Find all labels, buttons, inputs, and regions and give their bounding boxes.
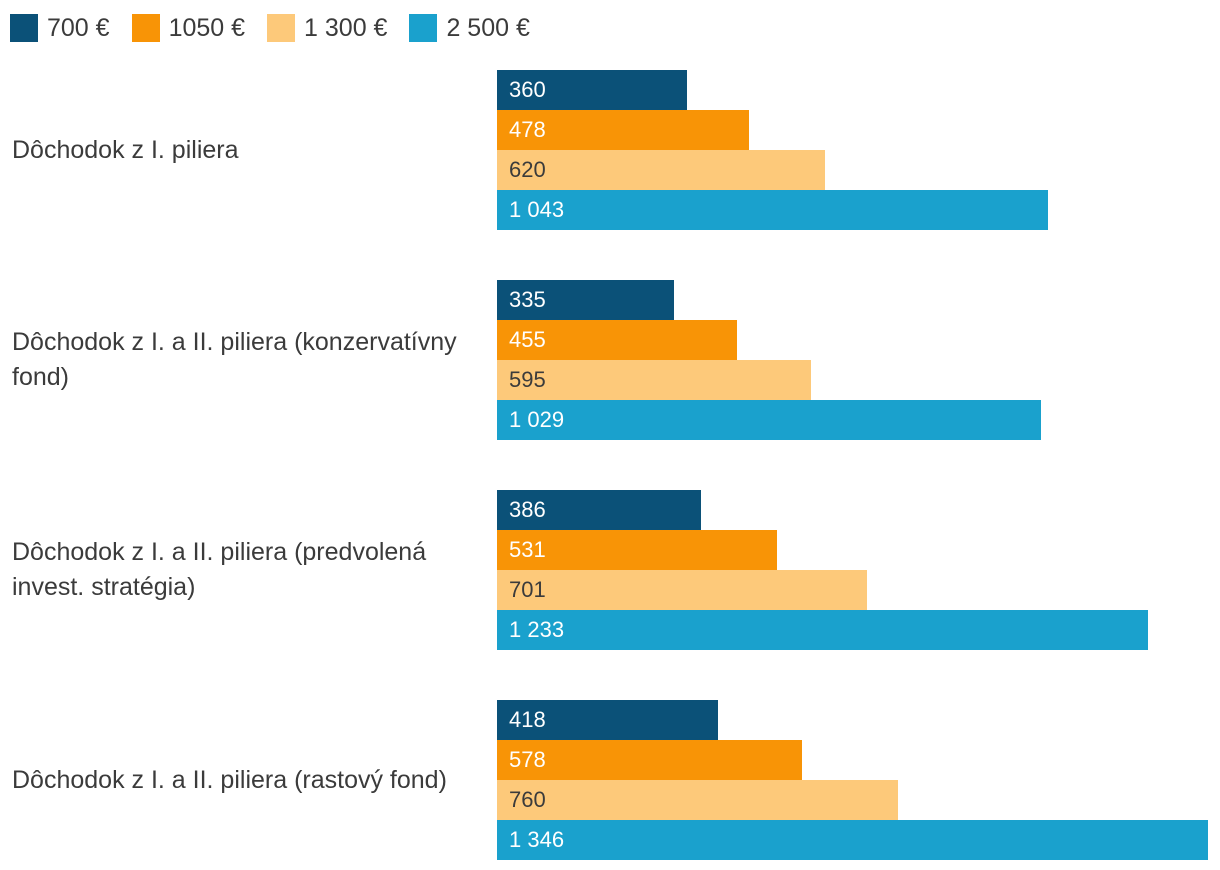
bar: 1 346	[497, 820, 1208, 860]
bar: 335	[497, 280, 674, 320]
bar: 1 043	[497, 190, 1048, 230]
bar-value-label: 531	[509, 537, 546, 562]
legend-swatch-icon	[409, 14, 438, 42]
bar-value-label: 455	[509, 327, 546, 352]
legend-item-1050: 1050 €	[131, 13, 246, 43]
bar: 595	[497, 360, 812, 400]
bar-value-label: 595	[509, 367, 546, 392]
legend-item-1300: 1 300 €	[267, 14, 387, 43]
legend-swatch-icon	[131, 14, 160, 42]
legend-label: 1050 €	[168, 13, 246, 42]
bar: 1 233	[497, 610, 1149, 650]
bar: 578	[497, 740, 803, 780]
legend-item-700: 700 €	[10, 14, 110, 43]
bar-value-label: 1 043	[509, 197, 565, 222]
bar: 620	[497, 150, 825, 190]
bar: 418	[497, 700, 718, 740]
pension-bar-chart: 700 € 1050 € 1 300 € 2 500 € Dôchodok z …	[0, 14, 1220, 870]
chart-groups: Dôchodok z I. piliera 360 478 620 1 043 …	[0, 70, 1220, 860]
legend-swatch-icon	[10, 14, 38, 42]
legend-label: 700 €	[47, 13, 110, 42]
category-label: Dôchodok z I. a II. piliera (konzervatív…	[12, 328, 457, 391]
bar-value-label: 478	[509, 117, 546, 142]
chart-group-default-strategy: Dôchodok z I. a II. piliera (predvolená …	[0, 490, 1220, 650]
category-label: Dôchodok z I. a II. piliera (rastový fon…	[12, 765, 447, 794]
bar-group: 335 455 595 1 029	[497, 280, 1208, 440]
legend-label: 2 500 €	[446, 13, 530, 42]
bar-value-label: 578	[509, 747, 546, 772]
bar-group: 386 531 701 1 233	[497, 490, 1208, 650]
bar-group: 360 478 620 1 043	[497, 70, 1208, 230]
bar-value-label: 1 029	[509, 407, 565, 432]
chart-group-growth-fund: Dôchodok z I. a II. piliera (rastový fon…	[0, 700, 1220, 860]
bar-value-label: 1 233	[509, 617, 565, 642]
bar: 360	[497, 70, 688, 110]
bar: 760	[497, 780, 899, 820]
bar-value-label: 360	[509, 77, 546, 102]
bar: 478	[497, 110, 750, 150]
bar: 1 029	[497, 400, 1041, 440]
legend-label: 1 300 €	[304, 13, 388, 42]
legend-swatch-icon	[267, 14, 296, 42]
bar: 531	[497, 530, 778, 570]
bar: 386	[497, 490, 701, 530]
bar-value-label: 418	[509, 707, 546, 732]
legend-item-2500: 2 500 €	[409, 13, 530, 43]
bar-value-label: 620	[509, 157, 546, 182]
bar-value-label: 1 346	[509, 827, 565, 852]
bar: 701	[497, 570, 868, 610]
bar-value-label: 701	[509, 577, 546, 602]
chart-legend: 700 € 1050 € 1 300 € 2 500 €	[10, 14, 1220, 42]
bar-value-label: 386	[509, 497, 546, 522]
category-label: Dôchodok z I. a II. piliera (predvolená …	[12, 538, 427, 601]
chart-group-pillar1: Dôchodok z I. piliera 360 478 620 1 043	[0, 70, 1220, 230]
bar: 455	[497, 320, 738, 360]
category-label: Dôchodok z I. piliera	[12, 135, 239, 164]
bar-value-label: 760	[509, 787, 546, 812]
bar-value-label: 335	[509, 287, 546, 312]
chart-group-conservative-fund: Dôchodok z I. a II. piliera (konzervatív…	[0, 280, 1220, 440]
bar-group: 418 578 760 1 346	[497, 700, 1208, 860]
